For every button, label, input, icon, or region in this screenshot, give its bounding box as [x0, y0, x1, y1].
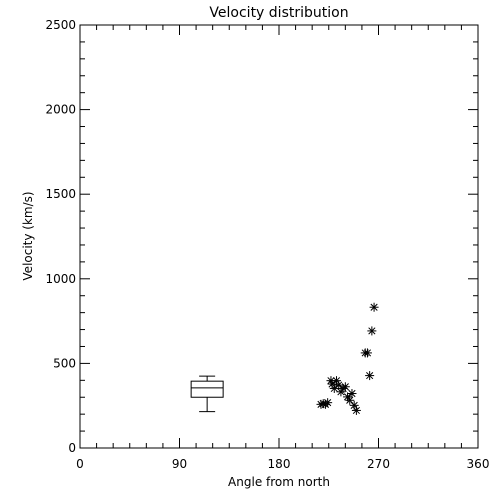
y-tick-label: 500	[53, 356, 76, 370]
scatter-point	[362, 348, 372, 358]
x-tick-label: 90	[172, 457, 187, 471]
scatter-point	[351, 405, 361, 415]
y-tick-label: 2500	[45, 18, 76, 32]
scatter-points	[316, 302, 379, 415]
scatter-point	[369, 302, 379, 312]
scatter-point	[323, 398, 333, 408]
y-tick-label: 1000	[45, 272, 76, 286]
x-tick-label: 360	[467, 457, 490, 471]
x-tick-label: 270	[367, 457, 390, 471]
axis-ticks	[79, 24, 479, 449]
x-tick-label: 180	[268, 457, 291, 471]
scatter-point	[365, 371, 375, 381]
boxplot-box	[190, 380, 224, 398]
boxplot	[190, 375, 224, 413]
y-tick-label: 2000	[45, 103, 76, 117]
y-tick-label: 1500	[45, 187, 76, 201]
y-axis-label: Velocity (km/s)	[21, 191, 35, 280]
scatter-point	[340, 382, 350, 392]
y-tick-label: 0	[68, 441, 76, 455]
x-axis-label: Angle from north	[228, 475, 330, 489]
scatter-point	[347, 389, 357, 399]
chart-title: Velocity distribution	[209, 5, 348, 21]
x-tick-label: 0	[76, 457, 84, 471]
scatter-point	[367, 326, 377, 336]
y-tick-labels: 0 500 1000 1500 2000 2500	[45, 18, 76, 455]
plot-frame	[79, 24, 479, 449]
x-tick-labels: 0 90 180 270 360	[76, 457, 489, 471]
